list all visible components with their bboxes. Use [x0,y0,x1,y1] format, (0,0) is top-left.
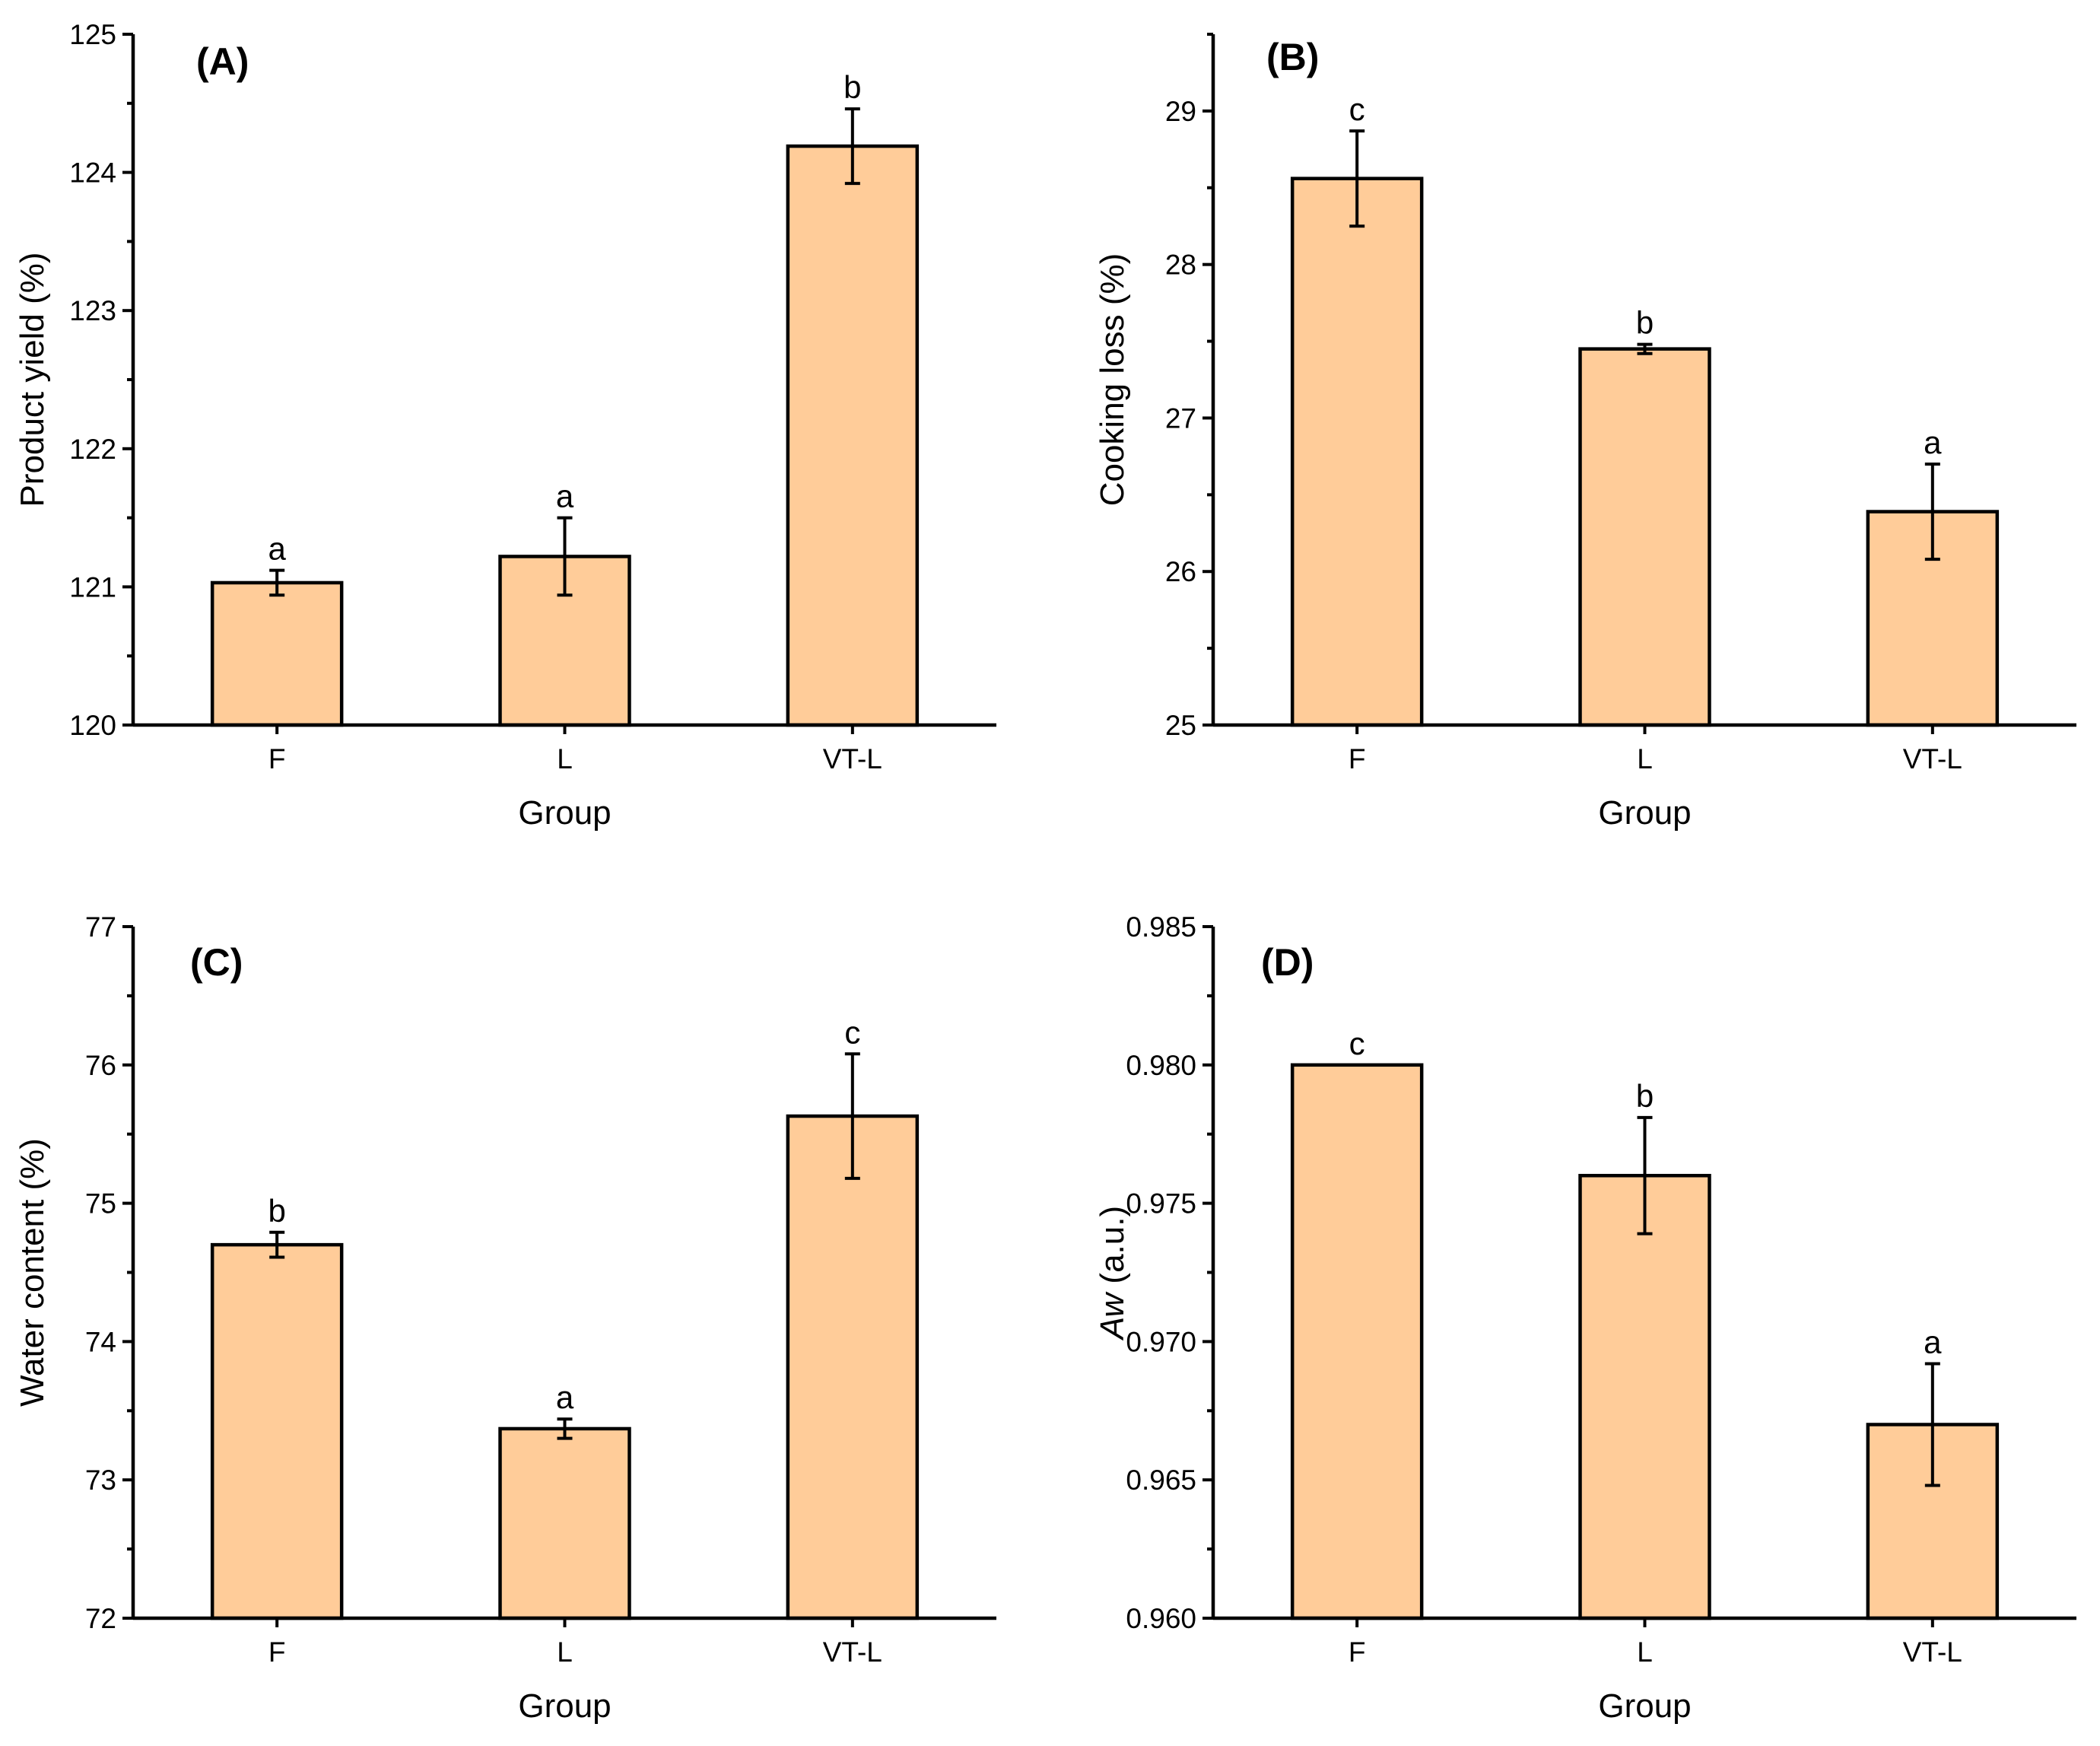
y-tick-label: 76 [85,1050,116,1081]
y-tick-label: 0.980 [1126,1050,1196,1081]
y-axis-title: Product yield (%) [14,252,51,507]
y-tick-label: 74 [85,1326,116,1357]
bar-l [1578,1173,1711,1620]
y-tick-label: 75 [85,1188,116,1220]
y-tick-label: 120 [69,710,116,741]
significance-label: b [268,1193,285,1229]
significance-label: b [1636,1078,1654,1114]
y-axis-title: Aw (a.u.) [1094,1206,1131,1341]
y-tick-label: 0.985 [1126,911,1196,943]
y-axis-title: Water content (%) [14,1138,51,1407]
bar-vt-l [786,144,920,727]
y-tick-label: 0.965 [1126,1465,1196,1496]
x-tick-label: L [557,743,573,774]
y-tick-label: 124 [69,157,116,189]
significance-label: a [556,479,574,514]
panel-label: (C) [190,941,243,984]
x-tick-label: L [1637,1636,1653,1668]
significance-label: a [1924,1324,1942,1360]
x-tick-label: VT-L [823,1636,882,1668]
y-tick-label: 73 [85,1465,116,1496]
significance-label: a [268,531,286,567]
y-tick-label: 28 [1165,250,1196,281]
y-tick-label: 77 [85,911,116,943]
y-tick-label: 26 [1165,556,1196,587]
y-tick-label: 27 [1165,402,1196,434]
panel-label: (A) [196,40,249,83]
bar-f [1290,1063,1424,1620]
significance-label: c [1349,1026,1365,1061]
x-tick-label: L [557,1636,573,1668]
y-tick-label: 29 [1165,96,1196,127]
x-tick-label: F [1349,1636,1366,1668]
chart-panel-a: a Fa Lb VT-L 120 121 122 123 124 125 Group Product … [14,19,996,832]
y-tick-label: 72 [85,1603,116,1634]
bar-f [1290,177,1424,727]
x-tick-label: F [1349,743,1366,774]
x-axis-title: Group [518,794,611,832]
significance-label: b [1636,305,1654,341]
x-axis-title: Group [1598,1687,1691,1725]
chart-panel-c: b Fa Lc VT-L 72 73 74 75 76 77 Group Water content … [14,911,996,1725]
x-tick-label: VT-L [1903,1636,1962,1668]
y-tick-label: 122 [69,434,116,465]
y-tick-label: 125 [69,19,116,50]
y-tick-label: 0.975 [1126,1188,1196,1220]
panel-label: (D) [1261,941,1314,984]
significance-label: a [556,1379,574,1415]
significance-label: c [1349,91,1365,127]
x-tick-label: L [1637,743,1653,774]
bar-vt-l [786,1114,920,1620]
significance-label: c [844,1014,860,1050]
y-tick-label: 25 [1165,710,1196,741]
y-tick-label: 0.960 [1126,1603,1196,1634]
bar-f [210,580,344,727]
panel-label: (B) [1266,36,1319,78]
x-axis-title: Group [1598,794,1691,832]
y-tick-label: 123 [69,295,116,326]
x-tick-label: VT-L [823,743,882,774]
y-tick-label: 121 [69,571,116,603]
y-axis-title: Cooking loss (%) [1094,253,1131,507]
significance-label: b [843,69,861,105]
x-tick-label: VT-L [1903,743,1962,774]
y-tick-label: 0.970 [1126,1326,1196,1357]
significance-label: a [1924,425,1942,460]
x-axis-title: Group [518,1687,611,1725]
x-tick-label: F [268,743,286,774]
bar-l [1578,347,1711,727]
bar-f [210,1242,344,1620]
chart-panel-d: c Fb La VT-L 0.960 0.965 0.970 0.975 0.980 0.985 G… [1094,911,2076,1725]
chart-panel-b: c Fb La VT-L 25 26 27 28 29 Group Cooking loss (%)… [1094,33,2076,832]
bar-l [498,1426,631,1620]
bar-vt-l [1866,510,2000,727]
x-tick-label: F [268,1636,286,1668]
